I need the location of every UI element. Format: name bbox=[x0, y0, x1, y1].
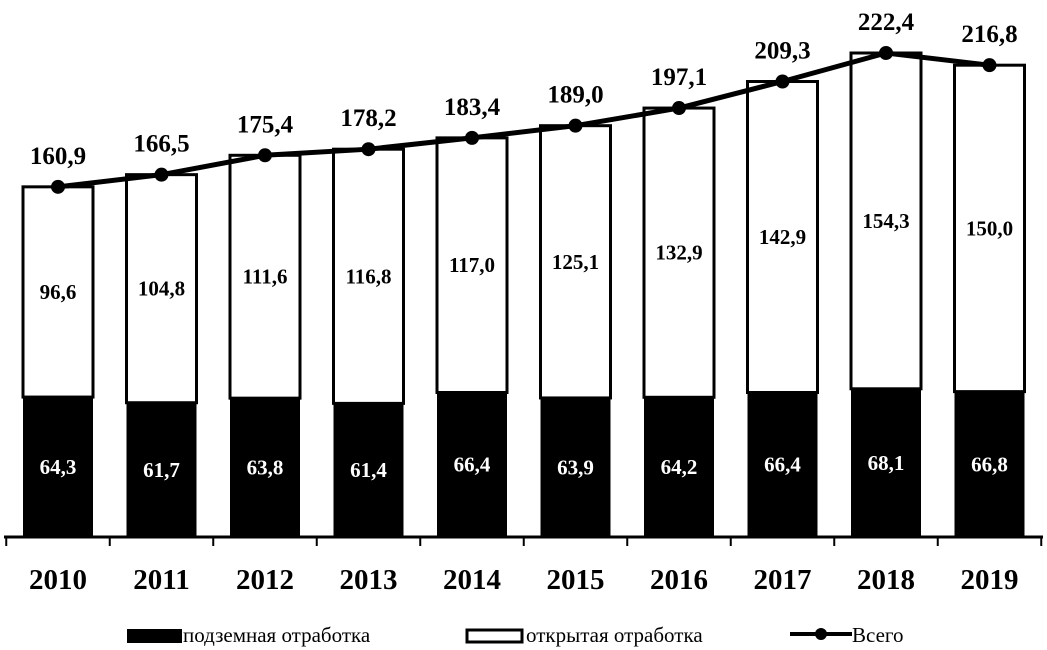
legend-label-underground: подземная отработка bbox=[183, 623, 371, 647]
total-marker-2012 bbox=[258, 148, 272, 163]
legend-swatch-total-marker bbox=[815, 628, 827, 640]
label-underground-2013: 61,4 bbox=[350, 458, 387, 482]
legend: подземная отработка открытая отработка В… bbox=[127, 623, 904, 647]
total-marker-2019 bbox=[982, 58, 997, 73]
x-tick-label-2018: 2018 bbox=[857, 564, 915, 596]
label-open-pit-2010: 96,6 bbox=[40, 280, 77, 304]
bar-underground-2014 bbox=[437, 392, 507, 537]
total-marker-2016 bbox=[672, 101, 686, 116]
bar-open-pit-2012 bbox=[228, 153, 302, 400]
label-open-pit-2015: 125,1 bbox=[552, 250, 599, 274]
x-tick-label-2010: 2010 bbox=[29, 564, 87, 596]
x-tick-label-2011: 2011 bbox=[133, 564, 189, 596]
legend-label-open-pit: открытая отработка bbox=[526, 623, 703, 647]
label-total-2017: 209,3 bbox=[754, 38, 810, 65]
bar-open-pit-2017 bbox=[746, 80, 819, 394]
legend-swatch-open-pit bbox=[465, 628, 524, 644]
total-marker-2018 bbox=[879, 46, 893, 60]
bar-underground-2013 bbox=[333, 403, 404, 537]
total-line bbox=[57, 50, 990, 190]
label-open-pit-2013: 116,8 bbox=[345, 264, 391, 288]
label-underground-2018: 68,1 bbox=[868, 451, 905, 475]
label-total-2016: 197,1 bbox=[651, 64, 707, 91]
x-tick-label-2013: 2013 bbox=[340, 564, 398, 596]
label-open-pit-2012: 111,6 bbox=[243, 265, 288, 289]
total-marker-2015 bbox=[568, 118, 583, 133]
bars: 64,3 96,6 61,7 104,8 63,8 111,6 61,4 116,8 66,4 1… bbox=[21, 51, 1026, 537]
bar-underground-2011 bbox=[126, 402, 197, 537]
label-underground-2011: 61,7 bbox=[143, 458, 180, 482]
label-open-pit-2019: 150,0 bbox=[966, 216, 1013, 240]
label-total-2013: 178,2 bbox=[340, 105, 396, 132]
bar-open-pit-2010 bbox=[21, 185, 95, 399]
label-underground-2012: 63,8 bbox=[247, 456, 284, 480]
label-underground-2015: 63,9 bbox=[557, 455, 594, 479]
x-axis: 2010 2011 2012 2013 2014 2015 2016 2017 2018 2019 bbox=[4, 535, 1043, 596]
label-total-2010: 160,9 bbox=[30, 143, 86, 170]
label-total-2019: 216,8 bbox=[961, 21, 1017, 48]
total-marker-2010 bbox=[51, 179, 65, 194]
label-open-pit-2014: 117,0 bbox=[449, 253, 495, 277]
label-total-2015: 189,0 bbox=[547, 82, 603, 109]
x-tick-label-2019: 2019 bbox=[961, 564, 1019, 596]
label-underground-2017: 66,4 bbox=[764, 453, 801, 477]
bar-underground-2016 bbox=[644, 397, 714, 537]
bar-underground-2012 bbox=[230, 398, 300, 537]
bar-open-pit-2018 bbox=[849, 51, 923, 391]
x-tick-label-2015: 2015 bbox=[547, 564, 605, 596]
legend-swatch-underground bbox=[127, 629, 182, 643]
label-open-pit-2011: 104,8 bbox=[138, 277, 185, 301]
x-tick-label-2014: 2014 bbox=[443, 564, 501, 596]
bar-underground-2010 bbox=[23, 397, 93, 537]
total-marker-2013 bbox=[361, 142, 376, 157]
total-line-layer: 160,9 166,5 175,4 178,2 183,4 189,0 197,1 209,3… bbox=[30, 9, 1018, 194]
label-open-pit-2017: 142,9 bbox=[759, 225, 806, 249]
label-underground-2019: 66,8 bbox=[971, 452, 1008, 476]
label-underground-2010: 64,3 bbox=[40, 455, 77, 479]
label-total-2018: 222,4 bbox=[858, 9, 915, 36]
bar-underground-2017 bbox=[747, 392, 818, 537]
bar-open-pit-2016 bbox=[642, 106, 716, 399]
bar-underground-2019 bbox=[954, 391, 1025, 537]
x-tick-label-2012: 2012 bbox=[236, 564, 294, 596]
total-marker-2017 bbox=[775, 74, 790, 89]
label-total-2012: 175,4 bbox=[237, 111, 294, 138]
label-underground-2016: 64,2 bbox=[661, 455, 698, 479]
label-underground-2014: 66,4 bbox=[454, 453, 491, 477]
label-open-pit-2018: 154,3 bbox=[862, 209, 909, 233]
total-marker-2011 bbox=[154, 167, 169, 182]
x-tick-label-2017: 2017 bbox=[754, 564, 812, 596]
legend-label-total: Всего bbox=[852, 623, 904, 647]
bar-underground-2015 bbox=[540, 397, 611, 537]
label-open-pit-2016: 132,9 bbox=[655, 241, 702, 265]
bar-underground-2018 bbox=[851, 388, 921, 537]
x-tick-label-2016: 2016 bbox=[650, 564, 708, 596]
label-total-2014: 183,4 bbox=[444, 94, 501, 121]
total-marker-2014 bbox=[465, 130, 479, 145]
label-total-2011: 166,5 bbox=[133, 131, 189, 158]
